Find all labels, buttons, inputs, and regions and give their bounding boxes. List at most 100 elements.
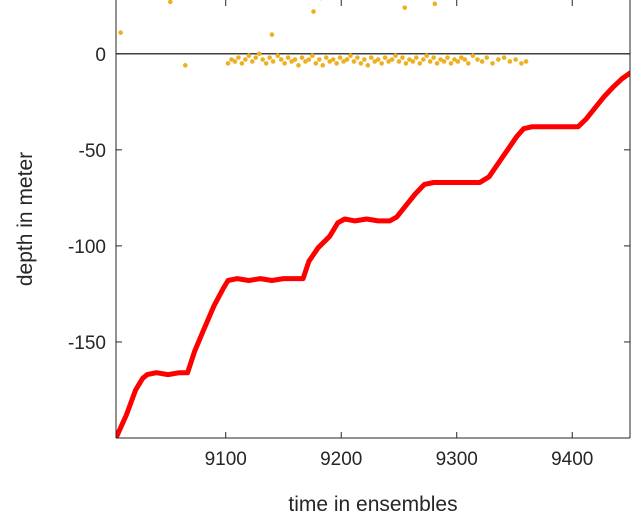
- marker-point: [341, 59, 346, 64]
- marker-point: [334, 61, 339, 66]
- marker-point: [417, 61, 423, 66]
- marker-point: [323, 55, 329, 60]
- marker-point: [372, 59, 378, 64]
- marker-point: [167, 0, 173, 5]
- marker-point: [396, 59, 402, 64]
- marker-point: [420, 57, 426, 62]
- marker-point: [427, 59, 433, 64]
- marker-point: [407, 57, 412, 62]
- marker-point: [452, 57, 457, 62]
- marker-point: [431, 55, 436, 60]
- marker-point: [403, 61, 409, 66]
- marker-point: [289, 59, 294, 64]
- marker-point: [496, 57, 501, 62]
- marker-point: [282, 61, 287, 66]
- marker-point: [246, 53, 252, 59]
- y-tick-label: -50: [79, 141, 106, 162]
- marker-point: [270, 59, 276, 64]
- marker-point: [303, 59, 308, 64]
- marker-point: [523, 59, 529, 64]
- marker-point: [232, 59, 238, 64]
- marker-point: [229, 57, 234, 62]
- marker-point: [327, 59, 332, 64]
- marker-point: [306, 57, 312, 62]
- marker-point: [225, 61, 231, 66]
- marker-point: [292, 57, 298, 62]
- marker-point: [414, 55, 419, 60]
- marker-point: [448, 61, 454, 66]
- x-tick-label: 9300: [436, 449, 478, 470]
- marker-point: [400, 55, 405, 60]
- y-tick-label: -100: [68, 237, 106, 258]
- marker-point: [459, 55, 464, 60]
- x-tick-label: 9400: [551, 449, 593, 470]
- marker-point: [479, 59, 485, 64]
- marker-point: [316, 57, 322, 62]
- marker-point: [260, 57, 265, 62]
- marker-point: [239, 61, 245, 66]
- x-tick-label: 9100: [205, 449, 247, 470]
- marker-point: [393, 53, 398, 59]
- marker-point: [285, 55, 291, 60]
- marker-point: [375, 57, 381, 62]
- marker-point: [269, 32, 275, 37]
- marker-point: [507, 59, 513, 64]
- marker-point: [470, 53, 476, 59]
- marker-point: [320, 63, 326, 68]
- x-tick-label: 9200: [320, 449, 362, 470]
- marker-point: [358, 61, 364, 66]
- tick-layer: 9100 9200 9300 9400 0 -50 -100 -150: [68, 0, 630, 470]
- marker-point: [313, 61, 319, 66]
- marker-point: [311, 9, 316, 14]
- marker-point: [118, 30, 123, 35]
- marker-point: [465, 61, 471, 66]
- marker-point: [362, 57, 367, 62]
- marker-point: [344, 57, 350, 62]
- y-axis-label: depth in meter: [14, 152, 37, 286]
- marker-point: [299, 55, 305, 60]
- marker-point: [275, 53, 281, 59]
- marker-point: [462, 57, 468, 62]
- marker-point: [513, 57, 518, 62]
- series-layer: [116, 0, 630, 438]
- marker-point: [432, 1, 438, 7]
- x-axis-label: time in ensembles: [288, 493, 457, 516]
- marker-point: [236, 55, 241, 60]
- marker-point: [263, 61, 269, 66]
- marker-point: [382, 55, 388, 60]
- depth-series-line: [116, 70, 630, 438]
- marker-point: [310, 53, 315, 59]
- marker-point: [296, 63, 301, 68]
- y-tick-label: 0: [95, 45, 106, 66]
- marker-point: [355, 55, 360, 60]
- marker-point: [267, 55, 272, 60]
- marker-point: [183, 63, 188, 68]
- marker-point: [256, 51, 262, 57]
- marker-point: [351, 59, 357, 64]
- marker-point: [445, 55, 450, 60]
- marker-point: [368, 55, 374, 60]
- marker-point: [278, 57, 284, 62]
- marker-point: [410, 59, 416, 64]
- marker-point: [243, 57, 248, 62]
- marker-point: [389, 57, 395, 62]
- marker-point: [475, 57, 480, 62]
- marker-point: [379, 61, 384, 66]
- marker-point: [348, 53, 353, 59]
- marker-point: [365, 63, 371, 68]
- marker-point: [434, 61, 440, 66]
- marker-point: [330, 57, 336, 62]
- marker-point: [253, 55, 259, 60]
- y-tick-label: -150: [68, 333, 106, 354]
- marker-point: [501, 55, 507, 60]
- marker-point: [402, 5, 408, 10]
- marker-point: [438, 57, 443, 62]
- marker-point: [441, 59, 447, 64]
- marker-point: [455, 59, 461, 64]
- marker-point: [519, 61, 524, 66]
- marker-point: [337, 55, 343, 60]
- marker-point: [490, 61, 495, 66]
- marker-point: [249, 59, 255, 64]
- marker-point: [484, 55, 490, 60]
